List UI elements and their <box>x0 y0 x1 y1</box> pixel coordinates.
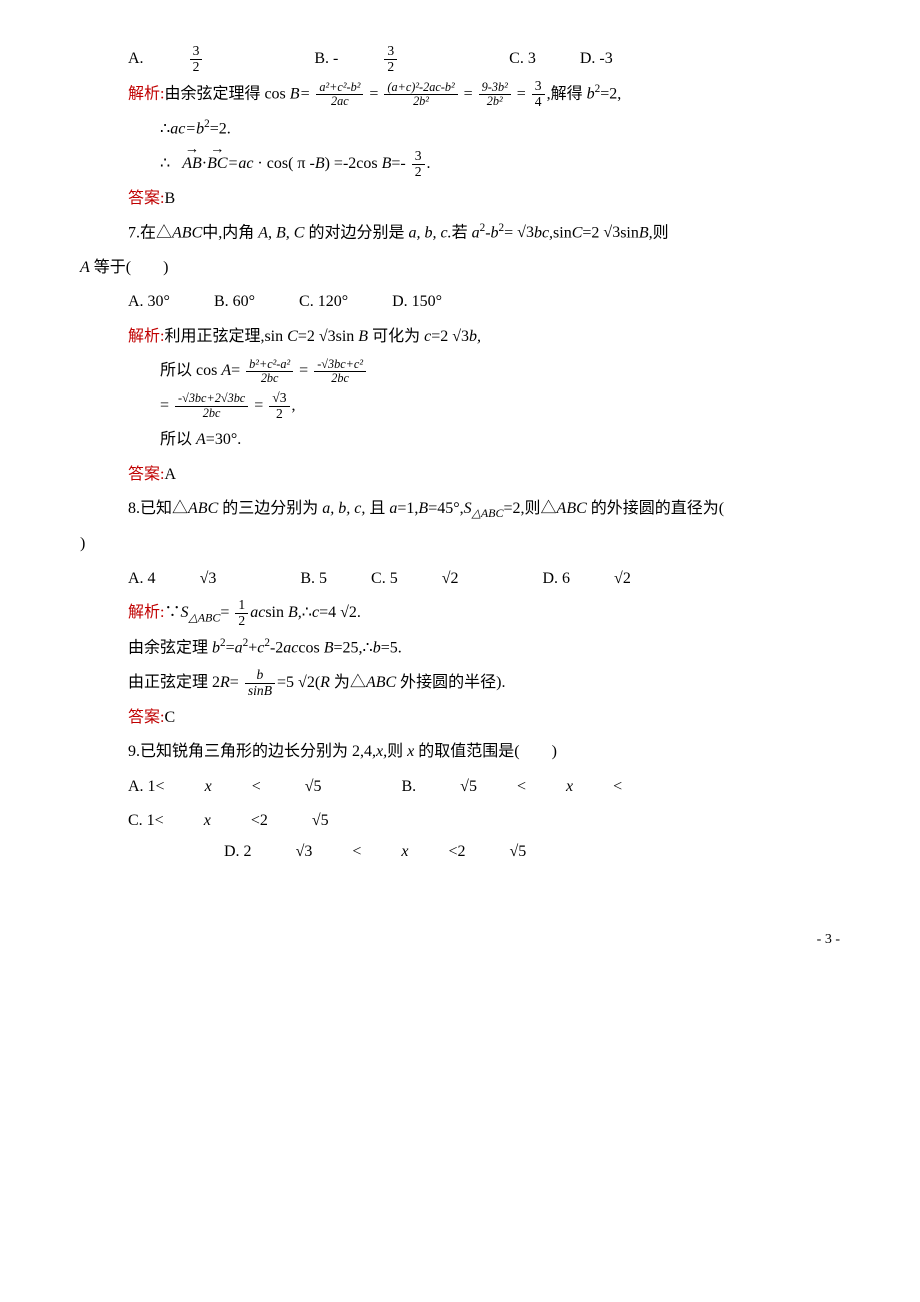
q6-choices: A. 32 B. - 32 C. 3 D. -3 <box>80 44 860 75</box>
q9-stem: 9.已知锐角三角形的边长分别为 2,4,x,则 x 的取值范围是( ) <box>80 737 860 767</box>
q7-answer: 答案:A <box>80 460 860 490</box>
q6-sol-3: ∴ AB·BC=ac · cos( π -B) =-2cos B=- 32. <box>80 149 860 180</box>
page-number: - 3 - <box>80 927 860 954</box>
q6-A: A. <box>128 44 144 74</box>
q8-sol-2: 由余弦定理 b2=a2+c2-2accos B=25,∴b=5. <box>80 633 860 664</box>
q7-sol-2: 所以 cos A= b²+c²-a²2bc = -√3bc+c²2bc <box>80 356 860 386</box>
q8-answer: 答案:C <box>80 703 860 733</box>
q7-stem-2: A 等于( ) <box>80 253 860 283</box>
q7-sol-1: 解析:利用正弦定理,sin C=2 √3sin B 可化为 c=2 √3b, <box>80 322 860 353</box>
q7-stem: 7.在△ABC中,内角 A, B, C 的对边分别是 a, b, c.若 a2-… <box>80 218 860 249</box>
q7-sol-4: 所以 A=30°. <box>80 425 860 455</box>
q9-choices-2: C. 1<x<2 √5 D. 2 √3<x<2 √5 <box>80 806 860 867</box>
q8-choices: A. 4 √3 B. 5 C. 5 √2 D. 6 √2 <box>80 564 860 595</box>
q6-sol-1: 解析:由余弦定理得 cos B= a²+c²-b²2ac = (a+c)²-2a… <box>80 79 860 110</box>
q8-sol-1: 解析:∵S△ABC= 12acsin B,∴c=4 √2. <box>80 598 860 629</box>
q8-sol-3: 由正弦定理 2R= bsinB=5 √2(R 为△ABC 外接圆的半径). <box>80 668 860 699</box>
q6-answer: 答案:B <box>80 184 860 214</box>
q6-B: B. - <box>314 44 338 74</box>
q9-choices-1: A. 1<x< √5B. √5<x< <box>80 772 860 803</box>
q8-stem: 8.已知△ABC 的三边分别为 a, b, c, 且 a=1,B=45°,S△A… <box>80 494 860 525</box>
q7-sol-3: = -√3bc+2√3bc2bc = √32, <box>80 391 860 422</box>
q8-stem-2: ) <box>80 529 860 559</box>
q6-C: C. 3 <box>509 44 536 74</box>
q7-choices: A. 30° B. 60° C. 120° D. 150° <box>80 287 860 317</box>
q6-D: D. -3 <box>580 44 613 74</box>
